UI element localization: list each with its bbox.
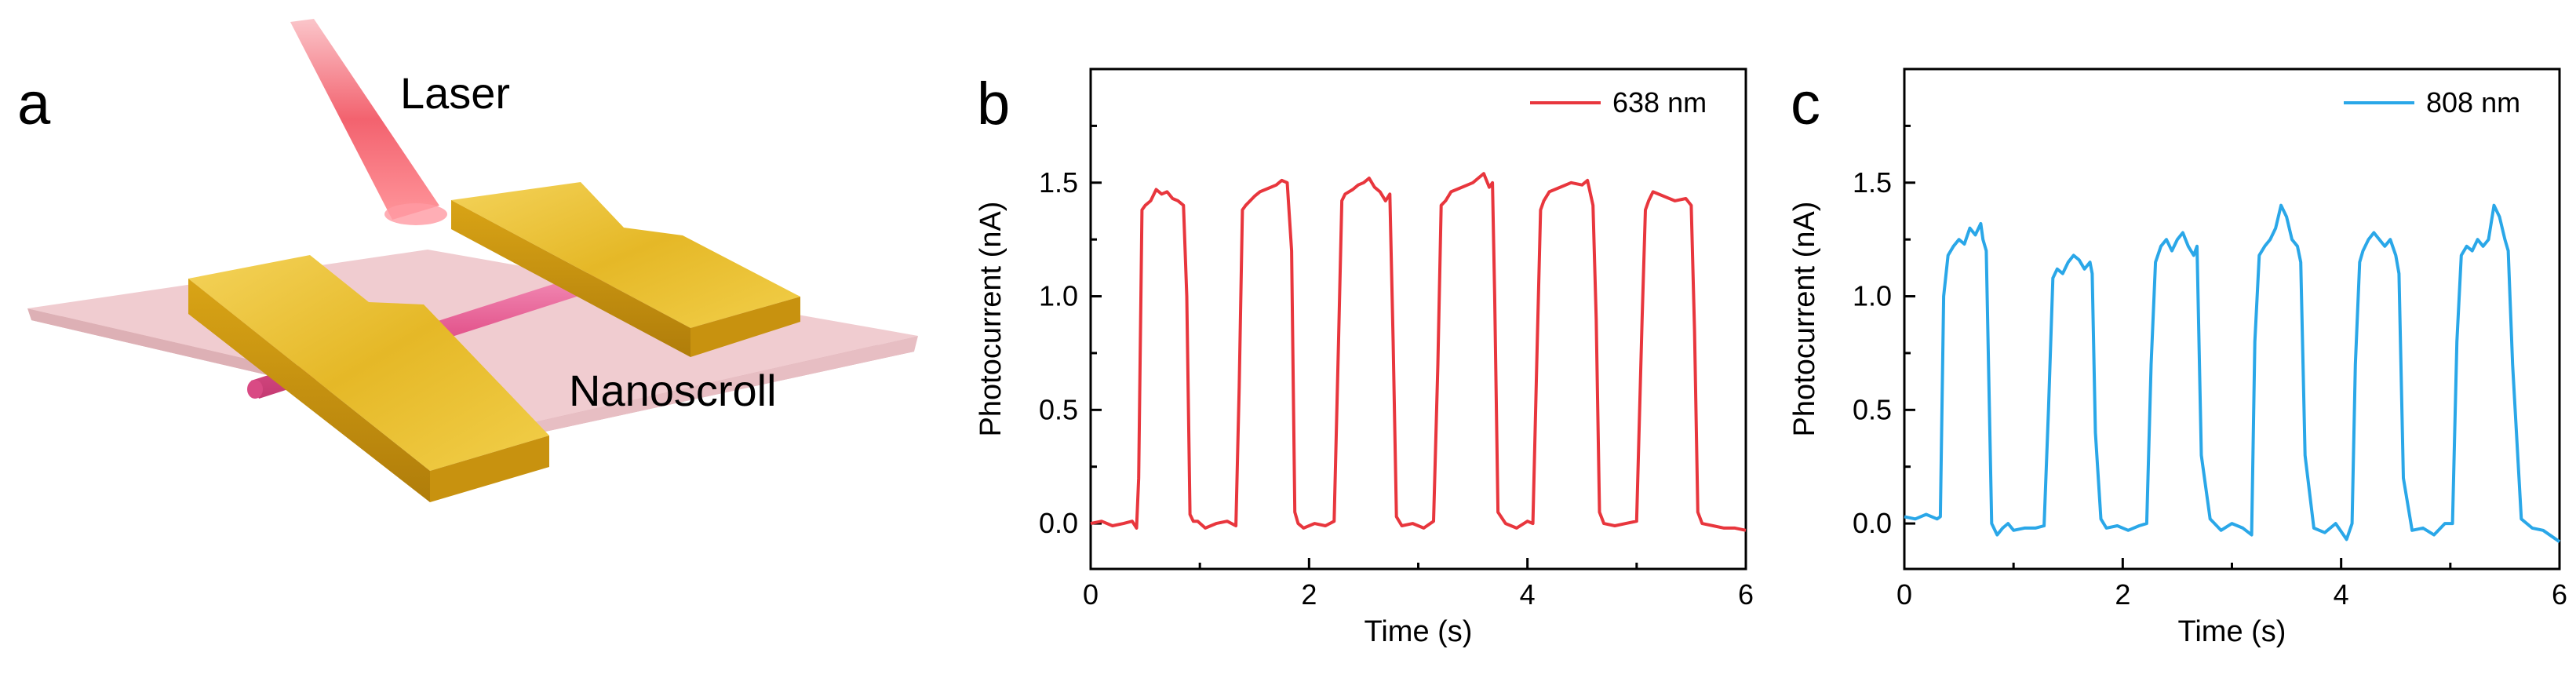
laser-beam: [290, 19, 439, 220]
x-tick-label: 6: [1738, 578, 1754, 611]
chart-b: 0 2 4 6 0.0 0.5 1.0 1.5 Time (s) Photocurrent (nA…: [975, 67, 1754, 648]
x-tick-label: 2: [2115, 578, 2130, 611]
gold-electrode-left: [188, 255, 549, 502]
x-tick-label: 2: [1301, 578, 1317, 611]
y-tick-label: 1.5: [1039, 166, 1078, 199]
legend-label: 808 nm: [2426, 86, 2520, 118]
y-tick-label: 0.0: [1853, 507, 1892, 539]
chart-c: 0 2 4 6 0.0 0.5 1.0 1.5 Time (s) Photocurrent (nA…: [1788, 67, 2567, 648]
laser-label: Laser: [400, 68, 510, 118]
plot-frame: [1903, 67, 2561, 571]
panel-b: b 0 2 4 6 0.0 0.5 1.0 1.5 Time (s) Photocurrent (…: [975, 67, 1754, 648]
y-tick-label: 1.0: [1039, 280, 1078, 312]
y-tick-label: 1.5: [1853, 166, 1892, 199]
electrode-left-side: [188, 279, 430, 502]
panel-a-letter: a: [17, 71, 51, 137]
x-tick-label: 6: [2552, 578, 2567, 611]
y-axis-title: Photocurrent (nA): [1788, 202, 1821, 437]
electrode-right-side: [451, 200, 690, 357]
series-line-808-nm: [1904, 203, 2561, 543]
panel-c-letter: c: [1791, 71, 1820, 137]
y-tick-label: 0.5: [1853, 393, 1892, 425]
panel-c: c 0 2 4 6 0.0 0.5 1.0 1.5 Time (s) Photocurrent (…: [1788, 67, 2567, 648]
y-tick-label: 1.0: [1853, 280, 1892, 312]
substrate-edge-right: [527, 336, 918, 436]
laser-spot: [384, 203, 447, 225]
x-axis-title: Time (s): [1365, 615, 1473, 648]
y-tick-label: 0.0: [1039, 507, 1078, 539]
x-tick-label: 4: [1520, 578, 1536, 611]
x-tick-label: 4: [2334, 578, 2349, 611]
gold-electrode-right: [451, 182, 800, 357]
nanoscroll-label: Nanoscroll: [569, 366, 777, 415]
electrode-right-top: [451, 182, 800, 328]
panel-b-letter: b: [977, 71, 1010, 137]
electrode-left-front: [430, 436, 549, 502]
electrode-right-front: [690, 297, 800, 357]
nanoscroll-end: [247, 380, 263, 399]
panel-a: a Laser Nanoscroll: [17, 19, 918, 502]
x-axis-title: Time (s): [2178, 615, 2286, 648]
legend-label: 638 nm: [1612, 86, 1707, 118]
electrode-left-top: [188, 255, 549, 471]
series-line-638-nm: [1090, 172, 1747, 532]
y-axis-title: Photocurrent (nA): [975, 202, 1007, 437]
x-tick-label: 0: [1896, 578, 1912, 611]
y-tick-label: 0.5: [1039, 393, 1078, 425]
x-tick-label: 0: [1083, 578, 1099, 611]
